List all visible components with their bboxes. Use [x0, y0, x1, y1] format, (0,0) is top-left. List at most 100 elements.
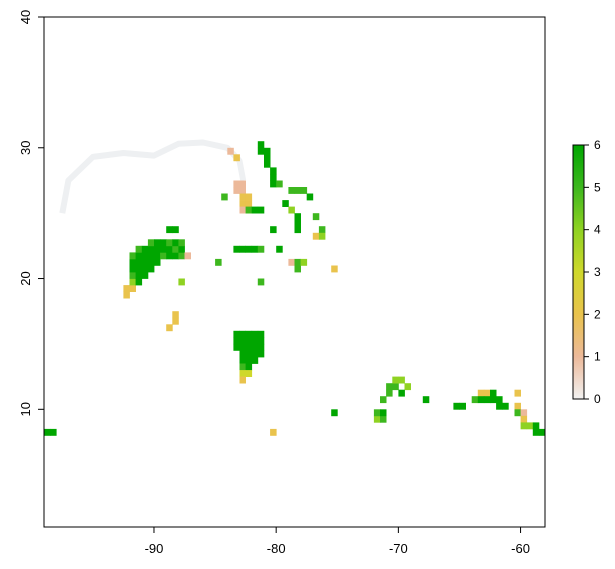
heatmap-cell	[251, 337, 259, 345]
heatmap-cell	[294, 219, 301, 227]
heatmap-cell	[239, 200, 246, 207]
heatmap-cell	[514, 402, 521, 410]
y-tick-label: 40	[18, 10, 33, 24]
heatmap-cell	[233, 154, 240, 162]
heatmap-cell	[496, 402, 503, 410]
heatmap-cell	[398, 389, 405, 397]
heatmap-cell	[129, 258, 136, 266]
heatmap-cell	[251, 357, 259, 364]
plot-frame	[43, 16, 546, 528]
heatmap-cell	[129, 272, 136, 279]
heatmap-cell	[380, 409, 387, 417]
heatmap-cell	[514, 389, 521, 397]
heatmap-cell	[270, 173, 277, 181]
heatmap-cell	[166, 252, 173, 260]
heatmap-cell	[483, 389, 491, 397]
heatmap-cell	[178, 239, 185, 247]
heatmap-cell	[251, 206, 259, 214]
heatmap-cell	[141, 252, 149, 260]
heatmap-cell	[239, 350, 246, 358]
heatmap-cell	[178, 278, 185, 286]
heatmap-cell	[245, 350, 253, 358]
heatmap-cell	[392, 383, 399, 391]
heatmap-cell	[270, 167, 277, 175]
heatmap-cell	[245, 193, 253, 201]
heatmap-cell	[239, 370, 246, 377]
x-tick-label: -70	[389, 541, 408, 556]
heatmap-cell	[147, 252, 155, 260]
heatmap-cell	[135, 265, 143, 273]
heatmap-cell	[184, 252, 191, 260]
heatmap-cell	[257, 337, 265, 345]
heatmap-cell	[245, 206, 253, 214]
heatmap-cell	[477, 396, 485, 404]
heatmap-cell	[135, 245, 143, 253]
heatmap-cell	[239, 193, 246, 201]
heatmap-cell	[264, 160, 271, 168]
heatmap-cell	[239, 337, 246, 345]
heatmap-cell	[239, 357, 246, 364]
colorbar-tick-label: 3	[594, 265, 601, 279]
heatmap-cell	[257, 141, 265, 149]
heatmap-cell	[141, 258, 149, 266]
heatmap-cell	[129, 285, 136, 292]
heatmap-cell	[251, 330, 259, 338]
heatmap-cell	[318, 226, 326, 234]
colorbar	[572, 144, 585, 400]
heatmap-cell	[331, 265, 338, 273]
heatmap-cell	[538, 428, 546, 436]
heatmap-cell	[245, 357, 253, 364]
heatmap-cell	[386, 383, 393, 391]
heatmap-cell	[172, 239, 179, 247]
colorbar-tick-label: 4	[594, 223, 601, 237]
heatmap-cell	[404, 383, 411, 391]
heatmap-cell	[166, 226, 173, 234]
heatmap-cell	[233, 180, 240, 188]
heatmap-cell	[233, 337, 240, 345]
heatmap-cell	[135, 258, 143, 266]
heatmap-cell	[172, 311, 179, 319]
heatmap-cell	[300, 187, 308, 194]
heatmap-cell	[166, 245, 173, 253]
heatmap-cell	[178, 245, 185, 253]
heatmap-cell	[141, 272, 149, 279]
heatmap-cell	[154, 245, 161, 253]
heatmap-cell	[270, 180, 277, 188]
heatmap-cell	[239, 180, 246, 188]
heatmap-cell	[294, 187, 301, 194]
heatmap-cell	[294, 213, 301, 221]
heatmap-cell	[264, 154, 271, 162]
heatmap-cell	[257, 330, 265, 338]
heatmap-cell	[233, 343, 240, 351]
heatmap-cell	[239, 330, 246, 338]
heatmap-cell	[502, 402, 509, 410]
heatmap-cell	[276, 245, 283, 253]
heatmap-cell	[520, 415, 528, 423]
heatmap-cell	[282, 200, 289, 207]
heatmap-cell	[251, 350, 259, 358]
heatmap-cell	[373, 415, 381, 423]
heatmap-cell	[227, 147, 234, 155]
heatmap-cell	[288, 206, 295, 214]
heatmap-cell	[526, 422, 534, 430]
heatmap-cell	[178, 252, 185, 260]
heatmap-cell	[251, 343, 259, 351]
heatmap-cell	[245, 330, 253, 338]
heatmap-cell	[245, 363, 253, 371]
x-tick-label: -90	[145, 541, 164, 556]
heatmap-cell	[123, 285, 130, 292]
heatmap-cell	[477, 389, 485, 397]
heatmap-cell	[123, 291, 130, 299]
heatmap-cell	[154, 258, 161, 266]
heatmap-cell	[514, 409, 521, 417]
heatmap-cell	[257, 343, 265, 351]
heatmap-cell	[270, 226, 277, 234]
heatmap-cell	[166, 324, 173, 332]
heatmap-cell	[245, 245, 253, 253]
y-tick-label: 30	[18, 141, 33, 155]
heatmap-cell	[135, 272, 143, 279]
heatmap-cell	[245, 370, 253, 377]
heatmap-cell	[147, 245, 155, 253]
heatmap-cell	[233, 330, 240, 338]
